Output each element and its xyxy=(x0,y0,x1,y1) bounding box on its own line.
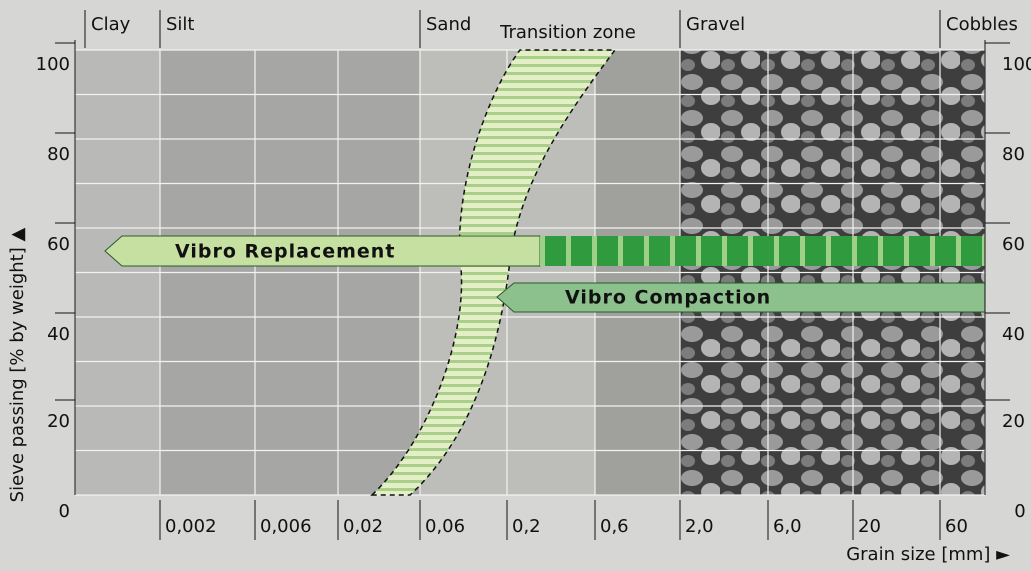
y-tick-label-right: 80 xyxy=(1002,144,1025,165)
replacement-arrow-dark xyxy=(540,236,985,266)
zone-label: Clay xyxy=(91,14,131,35)
x-tick-label: 0,2 xyxy=(512,516,541,537)
x-tick-label: 0,006 xyxy=(260,516,312,537)
x-tick-label: 0,002 xyxy=(165,516,217,537)
y-tick-label-right: 60 xyxy=(1002,234,1025,255)
y-tick-label: 40 xyxy=(47,324,70,345)
x-tick-label: 6,0 xyxy=(773,516,802,537)
zone-label: Silt xyxy=(166,14,195,35)
y-tick-label: 20 xyxy=(47,411,70,432)
x-tick-label: 60 xyxy=(945,516,968,537)
page: {"zones":[{"label":"Clay"},{"label":"Sil… xyxy=(0,0,1031,571)
method-label: Vibro Replacement xyxy=(175,241,395,263)
x-axis-label: Grain size [mm] ► xyxy=(846,544,1010,565)
y-tick-label: 60 xyxy=(47,234,70,255)
zone-label: Sand xyxy=(426,14,471,35)
x-tick-label: 0,06 xyxy=(425,516,465,537)
y-tick-label-right: 40 xyxy=(1002,324,1025,345)
method-label: Vibro Compaction xyxy=(565,287,771,309)
transition-label: Transition zone xyxy=(499,22,636,43)
x-tick-label: 0,02 xyxy=(343,516,383,537)
y-tick-label: 0 xyxy=(59,501,70,522)
y-tick-label-right: 100 xyxy=(1002,54,1031,75)
x-tick-label: 20 xyxy=(858,516,881,537)
y-tick-label-right: 20 xyxy=(1002,411,1025,432)
x-tick-label: 2,0 xyxy=(685,516,714,537)
zone-label: Gravel xyxy=(686,14,745,35)
y-axis-label: Sieve passing [% by weight] ▲ xyxy=(7,228,28,503)
diagram: Clay Silt Sand Gravel Cobbles Transition zone… xyxy=(0,0,1031,571)
zone-label: Cobbles xyxy=(946,14,1018,35)
y-tick-label-right: 0 xyxy=(1014,501,1025,522)
y-tick-label: 80 xyxy=(47,144,70,165)
y-tick-label: 100 xyxy=(36,54,70,75)
x-tick-label: 0,6 xyxy=(600,516,629,537)
